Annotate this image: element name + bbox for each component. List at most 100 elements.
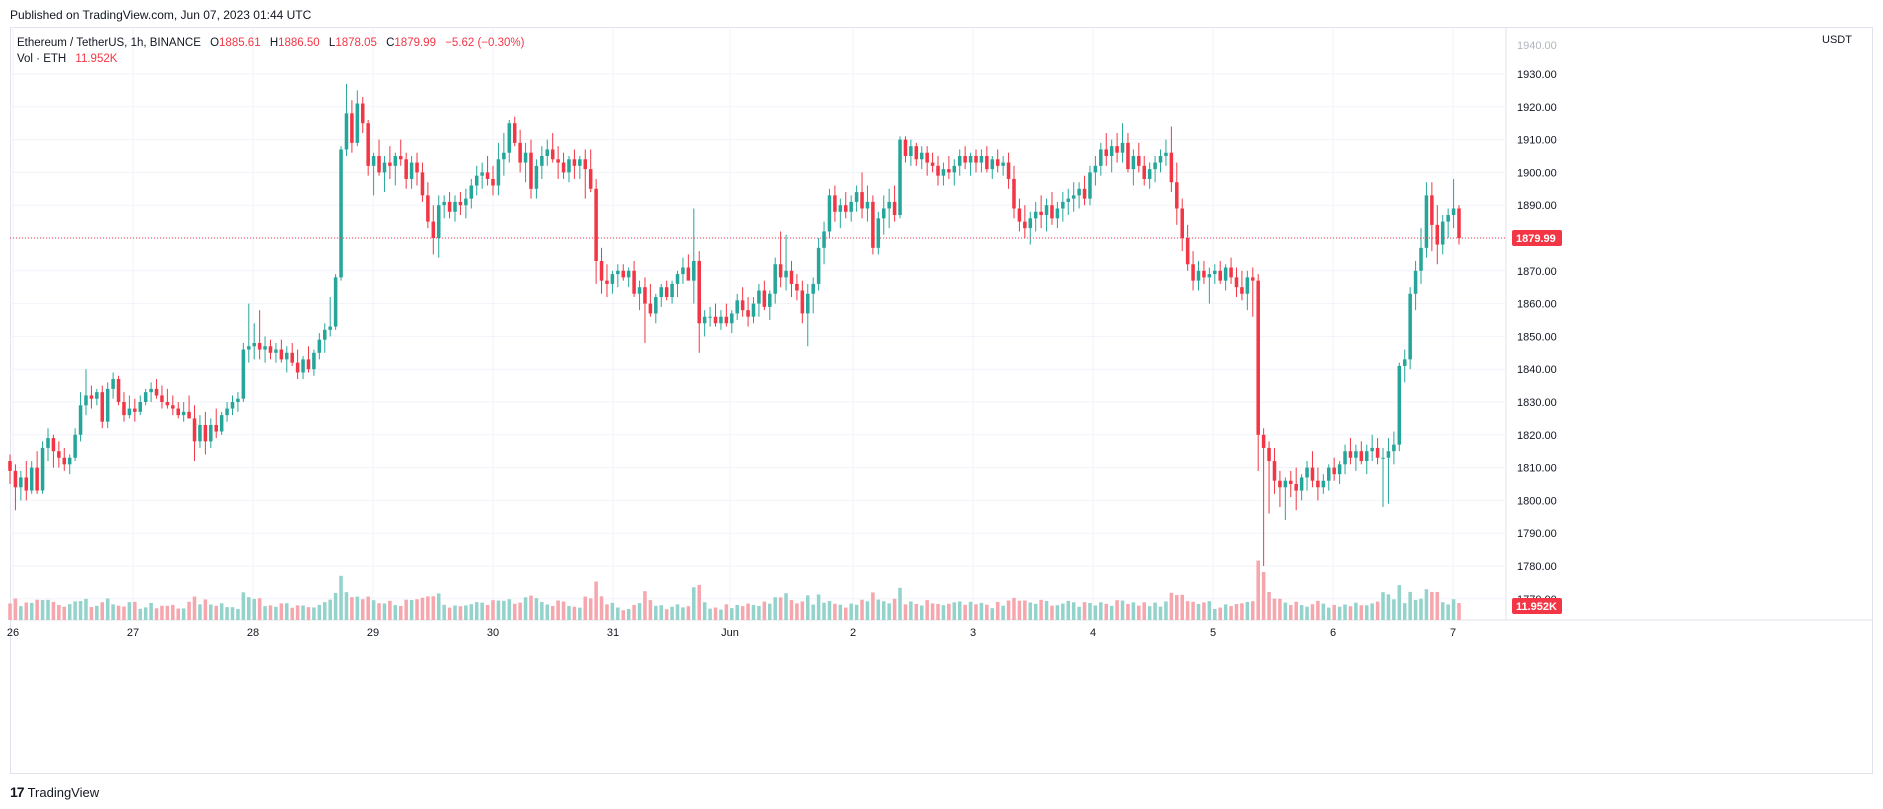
candle-body bbox=[51, 438, 56, 452]
candle-body bbox=[1289, 480, 1293, 484]
candle-body bbox=[279, 349, 284, 360]
candle-body bbox=[1375, 447, 1380, 458]
candle-body bbox=[290, 352, 294, 363]
candle-body bbox=[306, 359, 311, 370]
candle-body bbox=[1082, 188, 1087, 199]
volume-bar bbox=[605, 604, 609, 620]
volume-bar bbox=[1245, 601, 1250, 620]
candle-body bbox=[154, 388, 159, 396]
candle-body bbox=[263, 346, 267, 350]
candle-body bbox=[393, 156, 398, 166]
volume-bar bbox=[1142, 602, 1146, 620]
volume-bar bbox=[295, 605, 300, 620]
volume-bar bbox=[876, 599, 881, 620]
volume-bar bbox=[388, 600, 392, 620]
time-tick-label: 4 bbox=[1090, 627, 1096, 639]
volume-bar bbox=[1023, 600, 1027, 620]
candle-body bbox=[436, 205, 441, 238]
candle-body bbox=[1299, 477, 1304, 491]
candle-body bbox=[1158, 156, 1163, 163]
candle-body bbox=[995, 159, 1000, 166]
candle-body bbox=[377, 156, 381, 173]
candle-body bbox=[740, 300, 745, 311]
volume-bar bbox=[1435, 592, 1440, 620]
legend-ohlc-row: Ethereum / TetherUS, 1h, BINANCE O1885.6… bbox=[17, 35, 524, 51]
volume-bar bbox=[160, 605, 164, 620]
candle-body bbox=[599, 260, 604, 281]
volume-bar bbox=[393, 605, 398, 620]
volume-bar bbox=[35, 599, 39, 620]
candle-body bbox=[165, 402, 170, 406]
volume-bar bbox=[502, 600, 506, 620]
candle-body bbox=[203, 424, 208, 442]
candle-body bbox=[974, 156, 978, 163]
candle-body bbox=[518, 142, 522, 163]
candle-body bbox=[1245, 277, 1250, 294]
candle-body bbox=[73, 434, 77, 458]
candle-body bbox=[469, 185, 474, 199]
candle-body bbox=[1392, 444, 1396, 452]
volume-bar bbox=[1153, 602, 1157, 620]
volume-bar bbox=[849, 603, 853, 620]
candle-body bbox=[762, 290, 767, 307]
candle-body bbox=[1337, 464, 1342, 475]
candle-body bbox=[339, 149, 343, 278]
volume-bar bbox=[1066, 600, 1071, 620]
candle-body bbox=[903, 139, 908, 156]
candle-body bbox=[1435, 224, 1440, 245]
price-tick-label: 1860.00 bbox=[1517, 299, 1557, 311]
time-axis: 26 27 28 29 30 31 Jun 2 3 4 5 6 7 bbox=[7, 627, 1456, 639]
volume-bar bbox=[1424, 589, 1429, 620]
time-tick-label: 7 bbox=[1450, 627, 1456, 639]
candle-body bbox=[323, 329, 327, 340]
candle-body bbox=[909, 146, 913, 156]
candle-body bbox=[1164, 152, 1168, 156]
candle-body bbox=[219, 415, 224, 432]
volume-bar bbox=[941, 605, 946, 620]
candle-body bbox=[751, 303, 756, 317]
volume-bar bbox=[578, 607, 582, 620]
volume-bar bbox=[409, 599, 414, 620]
candle-body bbox=[1088, 172, 1092, 199]
volume-bar bbox=[800, 601, 805, 620]
candle-body bbox=[512, 123, 517, 143]
candle-body bbox=[648, 303, 653, 314]
time-tick-label: 6 bbox=[1330, 627, 1336, 639]
volume-bar bbox=[1289, 604, 1293, 620]
candle-body bbox=[567, 159, 571, 173]
volume-bar bbox=[436, 593, 441, 620]
volume-bar bbox=[209, 604, 213, 620]
volume-bar bbox=[165, 605, 170, 620]
volume-bar bbox=[811, 604, 815, 620]
volume-bar bbox=[149, 602, 153, 620]
candle-body bbox=[930, 162, 935, 166]
candle-body bbox=[1419, 247, 1423, 271]
candle-body bbox=[1316, 480, 1320, 488]
candle-body bbox=[1012, 178, 1016, 209]
candle-body bbox=[626, 270, 631, 278]
candle-body bbox=[257, 342, 262, 350]
candle-body bbox=[1126, 142, 1130, 170]
volume-bar bbox=[757, 605, 761, 620]
volume-bar bbox=[78, 600, 83, 620]
candle-body bbox=[1223, 267, 1228, 281]
candle-body bbox=[1229, 267, 1233, 278]
candle-body bbox=[1332, 467, 1336, 475]
volume-bar bbox=[133, 601, 137, 620]
volume-bar bbox=[567, 605, 571, 620]
candle-body bbox=[252, 342, 256, 347]
volume-bar bbox=[480, 602, 484, 620]
volume-bar bbox=[816, 594, 821, 620]
candle-body bbox=[610, 274, 615, 284]
candle-body bbox=[1131, 156, 1136, 170]
candle-body bbox=[719, 316, 723, 324]
candle-body bbox=[458, 201, 463, 206]
candle-body bbox=[328, 326, 332, 330]
candles bbox=[8, 83, 1461, 566]
tradingview-logo[interactable]: 17 TradingView bbox=[10, 784, 99, 800]
candle-body bbox=[1256, 280, 1260, 435]
candle-body bbox=[116, 379, 121, 402]
candle-body bbox=[312, 352, 316, 370]
volume-bar bbox=[274, 606, 278, 620]
